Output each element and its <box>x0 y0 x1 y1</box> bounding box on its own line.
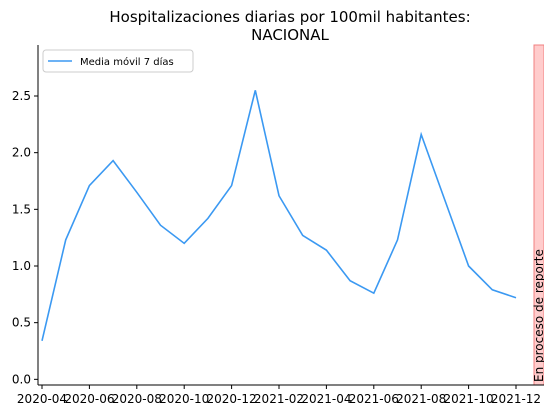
x-tick-label: 2021-04 <box>301 392 351 406</box>
x-tick-label: 2020-06 <box>64 392 114 406</box>
x-tick-label: 2020-12 <box>207 392 257 406</box>
x-tick-label: 2020-08 <box>112 392 162 406</box>
y-tick-label: 2.0 <box>12 146 31 160</box>
legend-box <box>42 49 194 73</box>
chart-subtitle: NACIONAL <box>251 26 329 44</box>
line <box>41 90 517 341</box>
annotation: En proceso de reporte <box>532 249 544 382</box>
y-tick-label: 0.5 <box>12 316 31 330</box>
x-tick-label: 2020-10 <box>159 392 209 406</box>
x-tick-label: 2020-04 <box>17 392 67 406</box>
y-tick-label: 2.5 <box>12 89 31 103</box>
y-tick-label: 0.0 <box>12 372 31 386</box>
y-tick-label: 1.0 <box>12 259 31 273</box>
x-tick-label: 2021-10 <box>444 392 494 406</box>
y-tick-label: 1.5 <box>12 202 31 216</box>
chart-title: Hospitalizaciones diarias por 100mil hab… <box>109 8 470 26</box>
x-tick-label: 2021-12 <box>491 392 541 406</box>
legend-label: Media móvil 7 días <box>80 56 174 68</box>
x-tick-label: 2021-08 <box>396 392 446 406</box>
x-tick-label: 2021-02 <box>254 392 304 406</box>
x-tick-label: 2021-06 <box>349 392 399 406</box>
